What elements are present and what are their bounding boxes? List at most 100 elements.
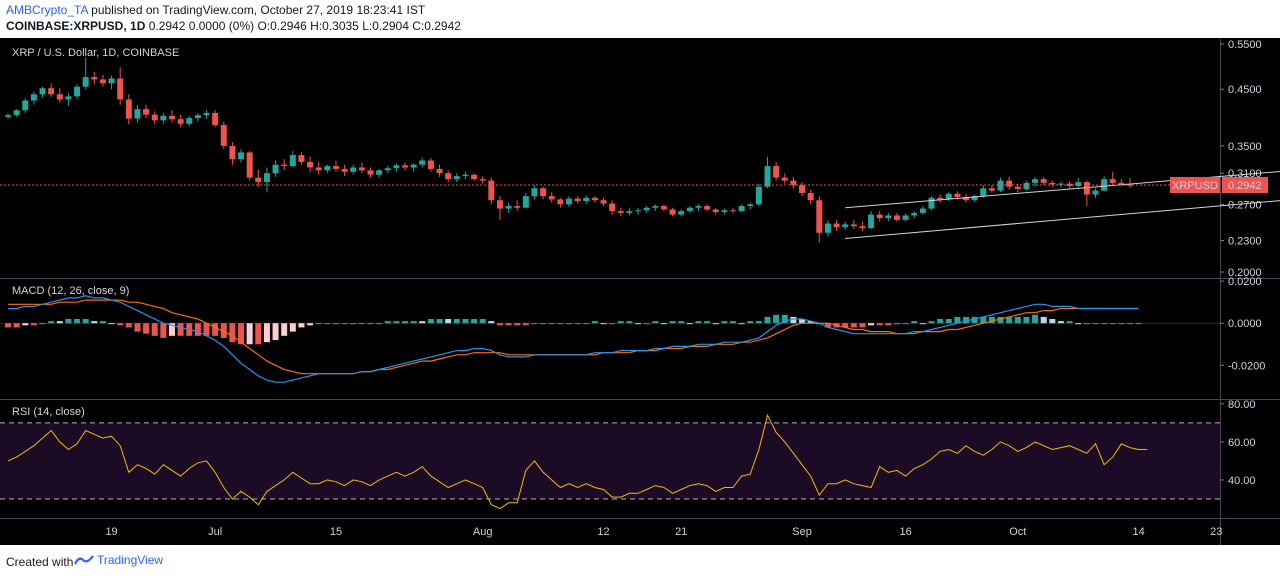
candle-body: [833, 223, 840, 228]
macd-pane-title: MACD (12, 26, close, 9): [12, 285, 129, 297]
candle-body: [893, 215, 900, 220]
rsi-tick-label: 40.00: [1228, 475, 1256, 487]
macd-hist-bar: [117, 323, 124, 326]
macd-hist-bar: [807, 321, 814, 324]
candle-body: [307, 161, 314, 168]
macd-hist-bar: [5, 323, 11, 328]
macd-hist-bar: [945, 319, 952, 324]
candle-body: [48, 88, 55, 95]
candle-body: [591, 197, 598, 201]
macd-hist-bar: [384, 321, 391, 324]
macd-hist-bar: [1092, 323, 1099, 325]
macd-hist-bar: [65, 319, 72, 324]
candle-body: [954, 193, 961, 197]
time-tick-label: 16: [899, 526, 911, 538]
candle-body: [151, 114, 158, 121]
candle-body: [272, 164, 279, 174]
candle-body: [945, 193, 952, 200]
candle-body: [712, 209, 719, 213]
candle-body: [22, 100, 29, 111]
candle-body: [402, 165, 409, 168]
macd-hist-bar: [1014, 316, 1021, 324]
macd-hist-bar: [652, 321, 659, 324]
candle-body: [496, 200, 503, 209]
candle-body: [1023, 182, 1030, 190]
macd-hist-bar: [238, 323, 245, 345]
macd-hist-bar: [307, 323, 314, 326]
candle-body: [824, 223, 831, 233]
macd-hist-bar: [721, 321, 728, 324]
candle-body: [255, 177, 262, 183]
macd-hist-bar: [842, 323, 849, 328]
macd-hist-bar: [56, 321, 63, 324]
macd-hist-bar: [376, 323, 383, 325]
candle-body: [755, 186, 762, 205]
candle-body: [99, 79, 106, 84]
candle-body: [919, 208, 926, 213]
candle-body: [997, 180, 1004, 191]
price-tick-label: 0.2000: [1228, 267, 1262, 279]
candle-body: [160, 115, 167, 121]
candle-body: [617, 211, 624, 213]
time-tick-label: 15: [330, 526, 342, 538]
candle-body: [738, 206, 745, 212]
candle-body: [1109, 179, 1116, 183]
macd-hist-bar: [773, 314, 780, 324]
candle-body: [522, 196, 529, 208]
macd-hist-bar: [479, 319, 486, 324]
candle-body: [281, 164, 288, 167]
candle-body: [807, 192, 814, 201]
tradingview-brand[interactable]: TradingView: [74, 553, 163, 567]
candle-body: [56, 94, 63, 100]
macd-hist-bar: [1101, 323, 1108, 325]
candle-body: [488, 180, 495, 201]
candle-body: [540, 188, 547, 197]
macd-hist-bar: [427, 319, 434, 324]
macd-hist-bar: [402, 321, 409, 324]
candle-body: [5, 115, 11, 117]
macd-hist-bar: [1032, 314, 1039, 324]
macd-hist-bar: [160, 323, 167, 338]
candle-body: [358, 167, 365, 171]
macd-hist-bar: [39, 323, 46, 325]
macd-hist-bar: [911, 321, 918, 324]
macd-hist-bar: [367, 323, 374, 325]
macd-hist-bar: [574, 323, 581, 325]
candle-body: [298, 155, 305, 162]
candle-body: [557, 199, 564, 205]
candle-body: [462, 174, 469, 177]
macd-hist-bar: [531, 323, 538, 325]
candle-body: [1118, 182, 1125, 185]
macd-hist-bar: [747, 321, 754, 324]
time-tick-label: Oct: [1009, 526, 1026, 538]
candle-body: [902, 215, 909, 220]
candle-body: [1049, 182, 1056, 185]
macd-hist-bar: [937, 319, 944, 324]
macd-hist-bar: [591, 321, 598, 324]
current-price-tag-label: 0.2942: [1228, 180, 1262, 192]
macd-hist-bar: [22, 323, 29, 326]
macd-hist-bar: [74, 319, 81, 324]
candle-body: [238, 152, 245, 160]
macd-hist-bar: [885, 323, 892, 326]
candle-body: [531, 188, 538, 197]
candle-body: [988, 188, 995, 191]
macd-histogram: [5, 314, 1142, 345]
macd-hist-bar: [1006, 316, 1013, 324]
candle-body: [729, 210, 736, 212]
rsi-tick-label: 60.00: [1228, 437, 1256, 449]
candle-body: [660, 206, 667, 210]
candle-body: [427, 160, 434, 169]
macd-hist-bar: [393, 321, 400, 324]
candle-body: [30, 94, 37, 101]
author-link[interactable]: AMBCrypto_TA: [6, 3, 88, 17]
macd-hist-bar: [410, 321, 417, 324]
candle-body: [177, 119, 184, 124]
chart-area[interactable]: 0.55000.45000.35000.31000.27000.23000.20…: [0, 38, 1280, 545]
macd-hist-bar: [919, 323, 926, 325]
macd-hist-bar: [557, 323, 564, 325]
candle-body: [859, 226, 866, 229]
macd-hist-bar: [99, 321, 106, 324]
candle-body: [566, 198, 572, 205]
candle-body: [315, 167, 322, 171]
